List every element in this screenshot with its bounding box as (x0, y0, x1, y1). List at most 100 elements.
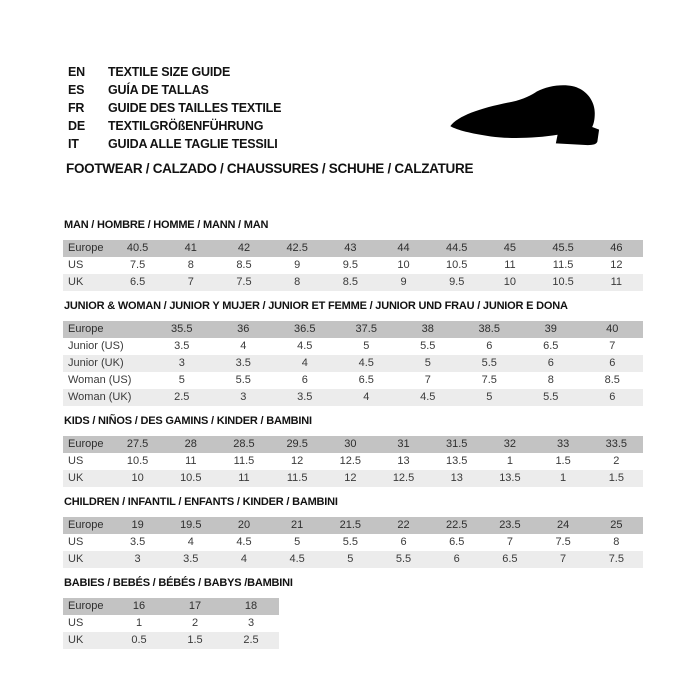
size-value-cell: 19.5 (164, 517, 218, 534)
size-value-cell: 1 (506, 455, 513, 467)
table-row: Junior (UK) 3 3.5 4 4.5 5 5.5 6 6 (63, 355, 643, 372)
table-title: MAN / HOMBRE / HOMME / MANN / MAN (64, 219, 269, 231)
size-value-cell: 9.5 (342, 259, 358, 271)
size-table-section: JUNIOR & WOMAN / JUNIOR Y MUJER / JUNIOR… (63, 300, 647, 406)
size-table: Europe 35.5 36 36.5 37.5 38 38.5 39 40 Junior (US… (63, 321, 643, 406)
language-code: DE (68, 119, 85, 133)
size-table: Europe 27.5 28 28.5 29.5 30 31 31.5 32 33 33.5 US 10… (63, 436, 643, 487)
size-value-cell: 2 (613, 455, 620, 467)
size-value-cell: 4.5 (297, 340, 313, 352)
table-row: Woman (UK) 2.5 3 3.5 4 4.5 5 5.5 6 (63, 389, 643, 406)
language-label: TEXTILE SIZE GUIDE (108, 65, 231, 79)
size-value-cell: 12 (323, 470, 377, 487)
size-value-cell: 13 (430, 470, 484, 487)
size-value-cell: 0.5 (111, 632, 167, 649)
size-value-cell: 4 (335, 389, 397, 406)
size-value-cell: 10.5 (446, 259, 468, 271)
size-value-cell: 7.5 (217, 274, 271, 291)
size-value-cell: 11.5 (552, 259, 574, 271)
size-value-cell: 6.5 (111, 274, 165, 291)
language-label: GUIDE DES TAILLES TEXTILE (108, 101, 282, 115)
size-value-cell: 10 (397, 259, 410, 271)
size-value-cell: 5.5 (376, 551, 431, 568)
size-value-cell: 43 (323, 240, 377, 257)
size-value-cell: 11 (504, 259, 516, 271)
size-value-cell: 5.5 (342, 536, 358, 548)
size-value-cell: 6.5 (449, 536, 465, 548)
size-value-cell: 25 (589, 517, 643, 534)
size-value-cell: 13.5 (446, 455, 468, 467)
size-value-cell: 39 (520, 321, 582, 338)
size-value-cell: 10.5 (536, 274, 590, 291)
size-value-cell: 5.5 (520, 389, 582, 406)
size-table-section: MAN / HOMBRE / HOMME / MANN / MAN Europe 4… (63, 219, 647, 291)
language-row: FR GUIDE DES TAILLES TEXTILE (68, 99, 281, 117)
table-row: US 1 2 3 (63, 615, 279, 632)
size-value-cell: 3.5 (212, 355, 274, 372)
size-value-cell: 24 (536, 517, 590, 534)
table-row: Europe 40.5 41 42 42.5 43 44 44.5 45 45.5 46 (63, 240, 643, 257)
size-value-cell: 6 (581, 389, 643, 406)
size-value-cell: 31.5 (430, 436, 484, 453)
size-value-cell: 19 (111, 517, 165, 534)
row-label-cell: UK (63, 274, 111, 291)
size-value-cell: 6 (581, 355, 643, 372)
size-value-cell: 11.5 (270, 470, 324, 487)
row-label-cell: US (68, 455, 84, 467)
size-value-cell: 31 (376, 436, 431, 453)
table-row: Europe 35.5 36 36.5 37.5 38 38.5 39 40 (63, 321, 643, 338)
size-value-cell: 4 (187, 536, 194, 548)
row-label-cell: UK (63, 632, 111, 649)
size-value-cell: 4.5 (236, 536, 252, 548)
size-value-cell: 9.5 (430, 274, 484, 291)
size-value-cell: 7.5 (481, 374, 497, 386)
size-value-cell: 8 (270, 274, 324, 291)
table-row: Europe 19 19.5 20 21 21.5 22 22.5 23.5 24 25 (63, 517, 643, 534)
size-value-cell: 5 (323, 551, 377, 568)
size-value-cell: 5.5 (458, 355, 520, 372)
size-value-cell: 3.5 (164, 551, 218, 568)
size-value-cell: 22.5 (430, 517, 484, 534)
language-label: GUÍA DE TALLAS (108, 83, 209, 97)
table-row: UK 10 10.5 11 11.5 12 12.5 13 13.5 1 1.5 (63, 470, 643, 487)
size-value-cell: 21.5 (323, 517, 377, 534)
size-value-cell: 4.5 (397, 389, 459, 406)
size-value-cell: 7 (424, 374, 431, 386)
size-value-cell: 6.5 (483, 551, 537, 568)
table-row: Europe 27.5 28 28.5 29.5 30 31 31.5 32 33 33.5 (63, 436, 643, 453)
size-value-cell: 18 (223, 598, 279, 615)
size-value-cell: 11 (217, 470, 271, 487)
language-code: ES (68, 83, 85, 97)
size-value-cell: 6 (400, 536, 407, 548)
size-value-cell: 1.5 (167, 632, 223, 649)
size-value-cell: 3 (247, 617, 255, 629)
size-value-cell: 3 (151, 355, 213, 372)
row-label-cell: Europe (63, 240, 111, 257)
size-value-cell: 12.5 (339, 455, 362, 467)
size-value-cell: 5 (294, 536, 301, 548)
size-value-cell: 11 (589, 274, 643, 291)
size-value-cell: 4 (240, 340, 247, 352)
size-value-cell: 2.5 (223, 632, 279, 649)
size-value-cell: 4.5 (335, 355, 397, 372)
size-value-cell: 11 (185, 455, 197, 467)
size-value-cell: 1 (536, 470, 590, 487)
size-table-section: KIDS / NIÑOS / DES GAMINS / KINDER / BAM… (63, 415, 647, 487)
size-value-cell: 27.5 (111, 436, 165, 453)
row-label-cell: Woman (UK) (63, 389, 151, 406)
size-value-cell: 45.5 (536, 240, 590, 257)
size-value-cell: 21 (270, 517, 324, 534)
size-value-cell: 7 (164, 274, 218, 291)
size-table: Europe 16 17 18 US 1 2 3 UK 0.5 1.5 2.5 (63, 598, 279, 649)
size-value-cell: 5 (397, 355, 459, 372)
size-value-cell: 2.5 (151, 389, 213, 406)
size-value-cell: 8 (187, 259, 194, 271)
language-code: IT (68, 137, 79, 151)
size-value-cell: 11.5 (233, 455, 255, 467)
table-row: US 10.5 11 11.5 12 12.5 13 13.5 1 1.5 2 (63, 453, 643, 470)
size-tables: MAN / HOMBRE / HOMME / MANN / MAN Europe 4… (63, 219, 647, 649)
size-value-cell: 10.5 (164, 470, 218, 487)
row-label-cell: US (68, 536, 84, 548)
size-value-cell: 5 (178, 374, 185, 386)
table-row: Junior (US) 3.5 4 4.5 5 5.5 6 6.5 7 (63, 338, 643, 355)
